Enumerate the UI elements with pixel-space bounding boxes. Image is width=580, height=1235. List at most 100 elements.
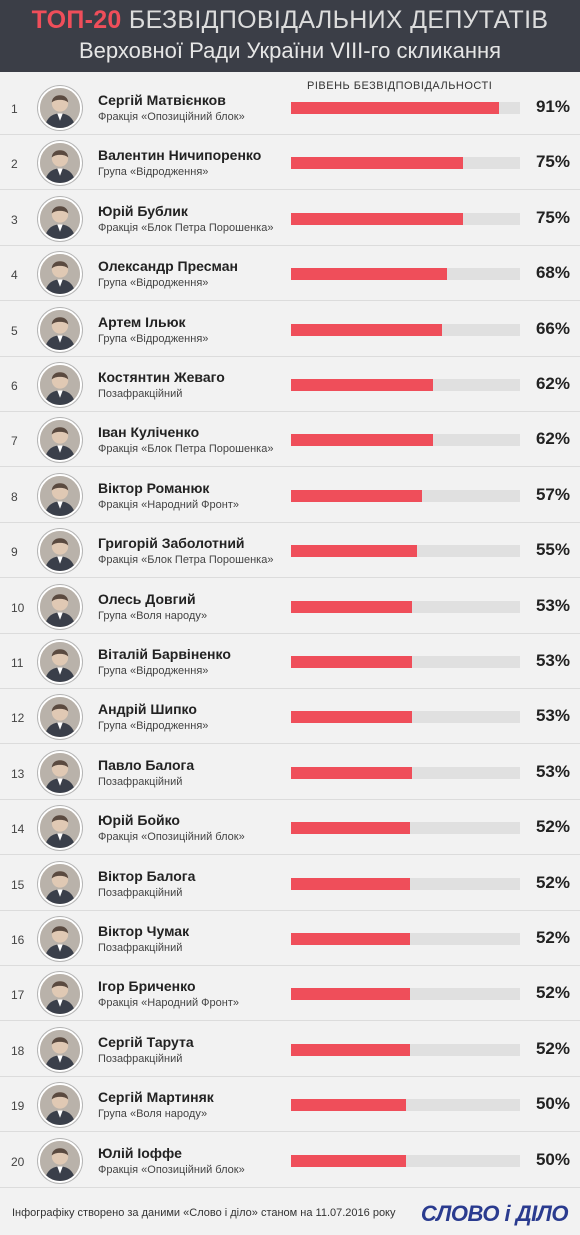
data-label: 91%: [535, 97, 570, 116]
deputy-name: Іван Куліченко: [98, 424, 200, 441]
bar: [291, 1154, 406, 1167]
avatar: [38, 1027, 82, 1072]
data-label: 52%: [535, 817, 570, 837]
bar-track: [291, 157, 520, 170]
data-label: 52%: [535, 928, 570, 947]
data-label: 52%: [535, 1038, 570, 1058]
deputy-name: Юрій Бублик: [98, 202, 188, 219]
bar: [291, 212, 463, 225]
deputy-name: Олександр Пресман: [98, 258, 238, 275]
table-row: 8 Віктор Романюк Фракція «Народний Фронт» 5…: [0, 468, 580, 523]
person-icon: [40, 586, 80, 627]
deputy-name: Павло Балога: [98, 756, 195, 773]
bar-track: [291, 877, 520, 890]
data-label: 53%: [535, 761, 570, 781]
deputy-faction: Позафракційний: [98, 942, 183, 954]
deputy-faction: Фракція «Опозиційний блок»: [98, 111, 245, 123]
deputy-name: Ігор Бриченко: [98, 978, 196, 995]
data-label: 50%: [535, 1094, 570, 1114]
person-icon: [40, 420, 80, 461]
bar: [291, 711, 413, 724]
person-icon: [40, 88, 80, 128]
deputy-faction: Група «Воля народу»: [98, 609, 208, 622]
avatar: [38, 584, 82, 629]
bar: [291, 157, 463, 170]
page-title: ТОП-20 БЕЗВІДПОВІДАЛЬНИХ ДЕПУТАТІВ: [0, 4, 580, 36]
avatar: [38, 972, 82, 1017]
deputy-name: Сергій Матвієнков: [98, 92, 226, 108]
avatar: [38, 750, 82, 795]
bar-track: [291, 379, 520, 391]
person-icon: [40, 531, 80, 572]
table-row: 10 Олесь Довгий Група «Воля народу» 53%: [0, 579, 580, 634]
footer: Інфографіку створено за даними «Слово і …: [0, 1192, 580, 1235]
rank-number: 4: [11, 268, 18, 283]
bar-track: [291, 434, 520, 447]
title-accent: ТОП-20: [31, 6, 122, 34]
rank-number: 14: [11, 822, 25, 837]
person-icon: [40, 475, 80, 516]
deputy-faction: Позафракційний: [98, 388, 183, 400]
person-icon: [40, 642, 80, 682]
bar-track: [291, 102, 520, 114]
deputy-faction: Група «Відродження»: [98, 277, 209, 290]
bar-track: [291, 600, 520, 613]
deputy-name: Сергій Мартиняк: [98, 1089, 214, 1106]
person-icon: [40, 198, 80, 239]
deputy-faction: Фракція «Опозиційний блок»: [98, 831, 245, 844]
rank-number: 3: [11, 212, 18, 227]
bar: [291, 1043, 411, 1056]
data-label: 52%: [535, 872, 570, 892]
deputy-faction: Група «Відродження»: [98, 166, 209, 179]
deputy-name: Андрій Шипко: [98, 701, 197, 718]
deputy-name: Олесь Довгий: [98, 590, 196, 607]
bar: [291, 822, 411, 835]
person-icon: [40, 974, 80, 1015]
avatar: [38, 1083, 82, 1128]
bar-track: [291, 766, 520, 779]
person-icon: [40, 919, 80, 959]
avatar: [38, 252, 82, 297]
table-row: 3 Юрій Бублик Фракція «Блок Петра Порошенк…: [0, 191, 580, 246]
data-label: 62%: [535, 374, 570, 393]
bar-track: [291, 268, 520, 281]
avatar: [38, 418, 82, 463]
deputy-faction: Позафракційний: [98, 1052, 183, 1065]
avatar: [38, 307, 82, 352]
data-label: 57%: [535, 484, 570, 504]
deputy-faction: Група «Воля народу»: [98, 1108, 208, 1121]
deputy-name: Юлій Іоффе: [98, 1144, 182, 1161]
data-label: 68%: [535, 263, 570, 283]
avatar: [38, 695, 82, 740]
table-row: 17 Ігор Бриченко Фракція «Народний Фронт» 5…: [0, 966, 580, 1022]
table-row: 18 Сергій Тарута Позафракційний 52%: [0, 1022, 580, 1077]
person-icon: [40, 697, 80, 738]
brand-logo: СЛОВО і ДІЛО: [420, 1201, 569, 1226]
table-row: 11 Віталій Барвіненко Група «Відродження» 5…: [0, 634, 580, 689]
source-note: Інфографіку створено за даними «Слово і …: [12, 1207, 396, 1219]
bar-track: [291, 323, 520, 336]
avatar: [38, 861, 82, 906]
rank-number: 7: [11, 434, 18, 449]
bar-track: [291, 545, 520, 558]
deputy-faction: Фракція «Народний Фронт»: [98, 498, 240, 511]
person-icon: [40, 1085, 80, 1126]
avatar: [38, 363, 82, 407]
rank-number: 16: [11, 933, 25, 947]
data-label: 53%: [535, 595, 570, 615]
data-label: 62%: [535, 429, 570, 449]
data-label: 50%: [535, 1149, 570, 1169]
table-row: 5 Артем Ільюк Група «Відродження» 66%: [0, 302, 580, 357]
rank-number: 11: [11, 656, 24, 670]
rank-number: 19: [11, 1099, 25, 1114]
person-icon: [40, 808, 80, 849]
bar: [291, 323, 443, 336]
table-row: 20 Юлій Іоффе Фракція «Опозиційний блок» 50…: [0, 1133, 580, 1188]
table-row: 4 Олександр Пресман Група «Відродження» 68%: [0, 246, 580, 302]
person-icon: [40, 365, 80, 405]
deputy-name: Віктор Балога: [98, 867, 196, 884]
deputy-name: Віктор Чумак: [98, 923, 190, 939]
bar: [291, 933, 411, 945]
avatar: [38, 473, 82, 518]
avatar: [38, 529, 82, 574]
